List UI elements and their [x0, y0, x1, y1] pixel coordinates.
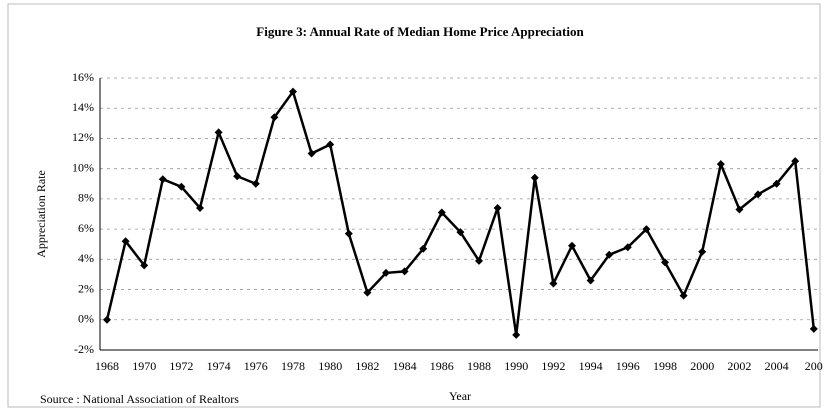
- data-point: [363, 288, 372, 297]
- x-axis-label: Year: [449, 389, 471, 403]
- y-tick-label: 12%: [72, 130, 94, 144]
- data-point: [716, 160, 725, 169]
- data-point: [270, 113, 279, 122]
- data-point: [605, 250, 614, 259]
- source-note: Source : National Association of Realtor…: [40, 392, 239, 406]
- data-point: [158, 175, 167, 184]
- data-point: [382, 268, 390, 277]
- data-point: [698, 247, 707, 256]
- x-tick-label: 1982: [355, 359, 379, 373]
- x-tick-label: 1980: [318, 359, 342, 373]
- x-tick-label: 1996: [616, 359, 640, 373]
- x-tick-label: 1970: [132, 359, 156, 373]
- x-tick-label: 1984: [393, 359, 417, 373]
- x-tick-label: 200: [805, 359, 823, 373]
- data-point: [623, 243, 632, 252]
- data-point: [103, 315, 111, 324]
- data-point: [121, 237, 130, 246]
- data-point: [772, 179, 781, 188]
- data-point: [530, 173, 539, 182]
- x-tick-label: 1978: [281, 359, 305, 373]
- data-point: [196, 203, 204, 212]
- x-tick-label: 1972: [169, 359, 193, 373]
- data-point: [679, 291, 688, 300]
- x-tick-label: 1998: [653, 359, 677, 373]
- data-point: [233, 172, 242, 181]
- data-point: [437, 208, 446, 217]
- data-point: [400, 267, 409, 276]
- data-point: [344, 229, 353, 238]
- y-tick-label: 10%: [72, 160, 94, 174]
- data-point: [754, 190, 762, 199]
- data-point: [475, 256, 483, 265]
- x-tick-label: 1986: [430, 359, 454, 373]
- data-point: [140, 261, 149, 270]
- y-tick-label: 0%: [78, 312, 94, 326]
- x-tick-label: 2004: [765, 359, 789, 373]
- data-point: [326, 140, 335, 149]
- data-point: [512, 330, 521, 339]
- data-point: [791, 157, 800, 166]
- data-point: [809, 324, 818, 333]
- data-point: [493, 203, 502, 212]
- data-point: [568, 241, 576, 250]
- line-series: [105, 88, 816, 336]
- y-tick-label: 2%: [78, 281, 94, 295]
- x-tick-label: 2000: [690, 359, 714, 373]
- data-point: [251, 179, 260, 188]
- x-tick-label: 2002: [727, 359, 751, 373]
- data-point: [419, 244, 428, 253]
- y-axis-label: Appreciation Rate: [34, 170, 48, 258]
- x-tick-label: 1988: [467, 359, 491, 373]
- data-point: [289, 87, 297, 96]
- data-point: [735, 205, 744, 214]
- y-tick-label: 14%: [72, 100, 94, 114]
- x-tick-label: 1968: [95, 359, 119, 373]
- data-point: [456, 228, 465, 237]
- data-point: [177, 182, 186, 191]
- frame: [7, 3, 821, 408]
- chart-title: Figure 3: Annual Rate of Median Home Pri…: [256, 24, 584, 39]
- x-tick-label: 1976: [244, 359, 268, 373]
- y-tick-label: -2%: [74, 342, 94, 356]
- y-tick-label: 8%: [78, 191, 94, 205]
- x-tick-label: 1974: [207, 359, 231, 373]
- x-tick-label: 1990: [504, 359, 528, 373]
- data-point: [661, 258, 669, 267]
- x-tick-label: 1994: [579, 359, 603, 373]
- y-tick-label: 4%: [78, 251, 94, 265]
- data-point: [586, 276, 595, 285]
- data-point: [307, 149, 316, 158]
- data-point: [214, 128, 223, 137]
- y-tick-label: 16%: [72, 70, 94, 84]
- data-point: [549, 279, 558, 288]
- x-tick-label: 1992: [541, 359, 565, 373]
- data-point: [642, 225, 651, 234]
- y-tick-label: 6%: [78, 221, 94, 235]
